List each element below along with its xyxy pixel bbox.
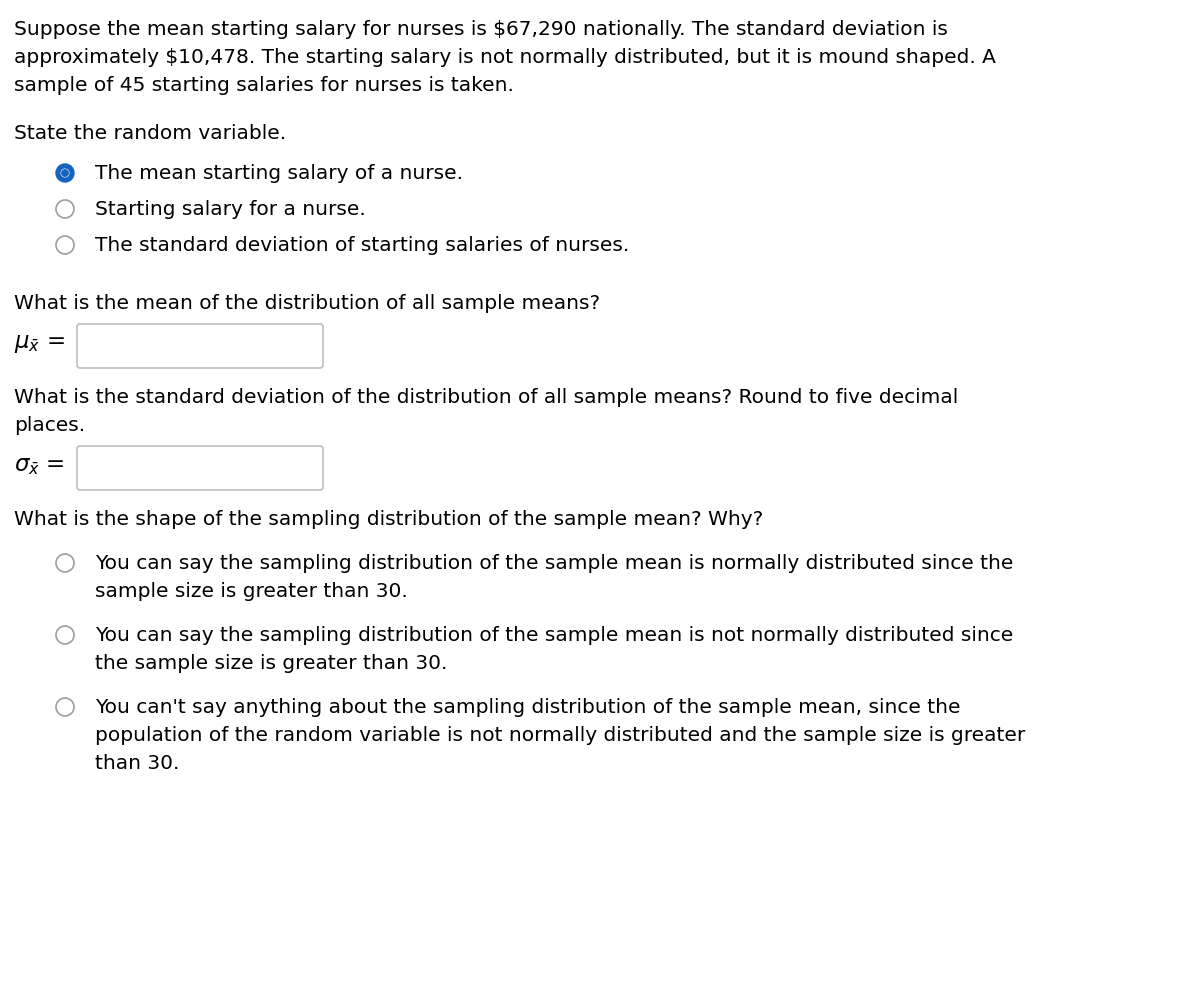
- Text: than 30.: than 30.: [95, 753, 179, 772]
- Circle shape: [56, 165, 74, 182]
- Circle shape: [61, 170, 68, 177]
- Text: $\mu_{\bar{x}}$ =: $\mu_{\bar{x}}$ =: [14, 331, 65, 355]
- Text: The mean starting salary of a nurse.: The mean starting salary of a nurse.: [95, 164, 463, 182]
- Text: the sample size is greater than 30.: the sample size is greater than 30.: [95, 654, 448, 672]
- Text: You can't say anything about the sampling distribution of the sample mean, since: You can't say anything about the samplin…: [95, 697, 960, 716]
- Text: population of the random variable is not normally distributed and the sample siz: population of the random variable is not…: [95, 726, 1025, 744]
- Text: places.: places.: [14, 415, 85, 435]
- Text: sample of 45 starting salaries for nurses is taken.: sample of 45 starting salaries for nurse…: [14, 76, 514, 95]
- Text: The standard deviation of starting salaries of nurses.: The standard deviation of starting salar…: [95, 236, 629, 254]
- FancyBboxPatch shape: [77, 324, 323, 369]
- Text: Suppose the mean starting salary for nurses is $67,290 nationally. The standard : Suppose the mean starting salary for nur…: [14, 20, 948, 39]
- Text: State the random variable.: State the random variable.: [14, 124, 286, 143]
- Text: You can say the sampling distribution of the sample mean is not normally distrib: You can say the sampling distribution of…: [95, 625, 1013, 644]
- Text: What is the shape of the sampling distribution of the sample mean? Why?: What is the shape of the sampling distri…: [14, 510, 763, 528]
- Text: What is the mean of the distribution of all sample means?: What is the mean of the distribution of …: [14, 294, 600, 313]
- Circle shape: [61, 171, 68, 177]
- Text: Starting salary for a nurse.: Starting salary for a nurse.: [95, 200, 366, 219]
- FancyBboxPatch shape: [77, 447, 323, 490]
- Text: You can say the sampling distribution of the sample mean is normally distributed: You can say the sampling distribution of…: [95, 553, 1013, 573]
- Text: approximately $10,478. The starting salary is not normally distributed, but it i: approximately $10,478. The starting sala…: [14, 48, 996, 67]
- Text: sample size is greater than 30.: sample size is greater than 30.: [95, 582, 408, 600]
- Text: $\sigma_{\bar{x}}$ =: $\sigma_{\bar{x}}$ =: [14, 454, 65, 476]
- Text: What is the standard deviation of the distribution of all sample means? Round to: What is the standard deviation of the di…: [14, 387, 959, 406]
